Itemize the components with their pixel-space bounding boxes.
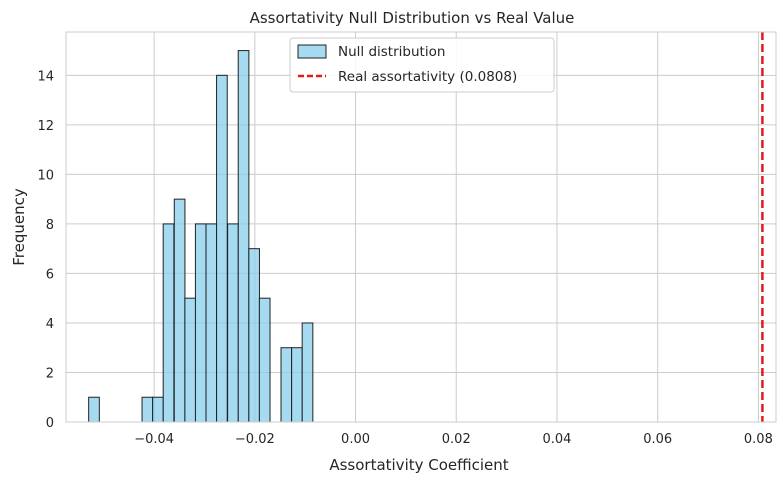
legend: Null distribution Real assortativity (0.… [289, 37, 555, 93]
histogram-bars [88, 50, 314, 423]
legend-label-real: Real assortativity (0.0808) [338, 69, 517, 85]
x-tick-label: 0.02 [442, 432, 471, 447]
y-tick-label: 8 [46, 218, 54, 233]
histogram-bar [301, 322, 314, 423]
histogram-bar [248, 248, 260, 423]
legend-swatch-null [297, 44, 327, 59]
histogram-bar [227, 223, 239, 423]
x-tick-label: −0.04 [134, 432, 174, 447]
histogram-bar [216, 74, 228, 423]
plot-frame [65, 31, 777, 423]
legend-box [289, 37, 555, 93]
histogram-bar [173, 198, 186, 423]
chart-title: Assortativity Null Distribution vs Real … [250, 9, 575, 27]
histogram-bar [88, 396, 100, 423]
x-tick-label: 0.00 [341, 432, 370, 447]
histogram-bar [162, 223, 175, 423]
histogram-bar [237, 50, 250, 423]
legend-label-null: Null distribution [338, 44, 445, 60]
x-tick-label: −0.02 [235, 432, 275, 447]
histogram-bar [291, 347, 303, 423]
y-axis-label: Frequency [10, 188, 28, 266]
x-tick-labels: −0.04 −0.02 0.00 0.02 0.04 0.06 0.08 [134, 432, 773, 447]
histogram-bar [258, 297, 271, 423]
x-axis-label: Assortativity Coefficient [329, 456, 508, 474]
x-tick-label: 0.04 [542, 432, 571, 447]
histogram-bar [184, 297, 197, 423]
histogram-bar [194, 223, 207, 423]
y-tick-label: 14 [37, 69, 54, 84]
y-tick-label: 0 [46, 416, 54, 431]
y-tick-label: 6 [46, 267, 54, 282]
x-tick-label: 0.08 [744, 432, 773, 447]
y-tick-labels: 0 2 4 6 8 10 12 14 [37, 69, 54, 431]
histogram-bar [141, 396, 154, 423]
y-tick-label: 2 [46, 366, 54, 381]
histogram-bar [280, 347, 293, 423]
y-tick-label: 10 [37, 168, 54, 183]
y-tick-label: 4 [46, 317, 54, 332]
x-tick-label: 0.06 [643, 432, 672, 447]
y-tick-label: 12 [37, 119, 54, 134]
histogram-bar [152, 396, 164, 423]
histogram-bar [205, 223, 218, 423]
